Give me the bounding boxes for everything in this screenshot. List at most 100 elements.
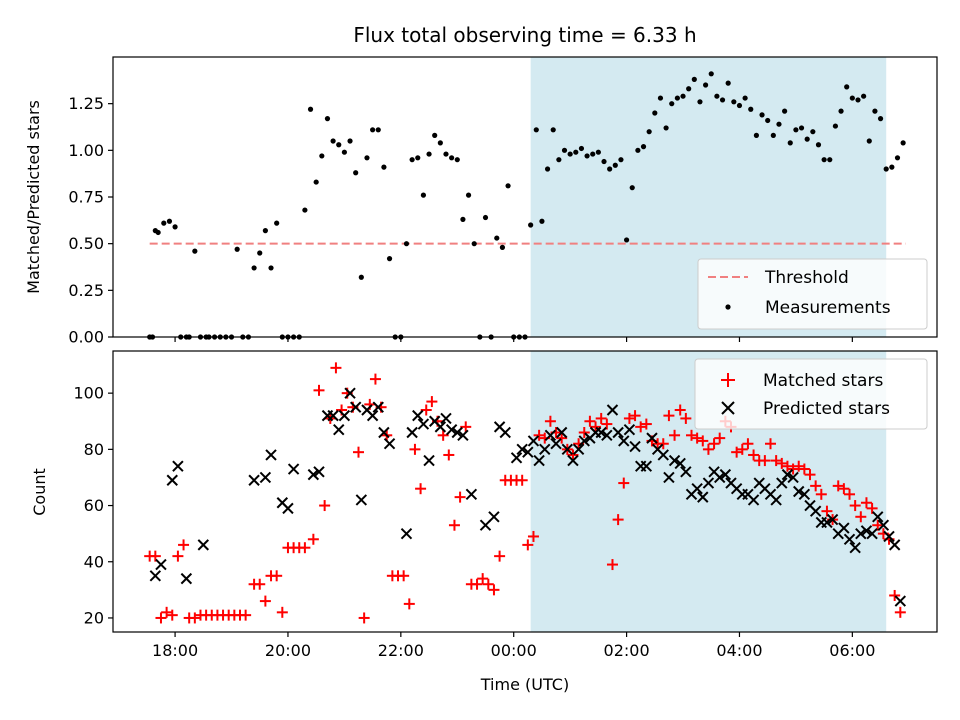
measurement-point [708, 71, 714, 77]
measurement-point [595, 149, 601, 155]
predicted-star-point [355, 494, 368, 506]
measurement-point [866, 138, 872, 144]
matched-star-point [860, 497, 872, 509]
matched-star-point [527, 530, 539, 542]
matched-star-point [319, 500, 331, 512]
predicted-star-point [412, 409, 424, 422]
matched-star-point [663, 410, 675, 422]
measurement-point [403, 241, 410, 247]
matched-star-point [731, 446, 743, 458]
matched-star-point [443, 449, 455, 461]
matched-star-point [623, 412, 635, 424]
matched-star-point [189, 612, 201, 624]
matched-star-point [629, 410, 641, 422]
predicted-star-point [149, 570, 162, 582]
predicted-star-point [826, 513, 839, 526]
measurement-point [482, 214, 489, 221]
predicted-star-point [793, 485, 805, 498]
count-y-tick-label: 100 [73, 384, 104, 403]
matched-star-point [601, 418, 613, 430]
matched-star-point [403, 598, 415, 610]
measurement-point [889, 164, 895, 170]
predicted-star-point [378, 426, 390, 439]
legend-measurements-label: Measurements [765, 298, 891, 318]
measurement-point [437, 140, 443, 146]
predicted-star-point [849, 541, 861, 554]
measurement-point [838, 108, 844, 114]
count-panel-frame [112, 350, 938, 633]
matched-star-point [781, 460, 793, 472]
predicted-star-point [488, 511, 500, 523]
measurement-point [832, 123, 839, 129]
matched-star-point [254, 578, 266, 590]
measurement-point [736, 102, 743, 109]
legend-measurements-swatch [725, 304, 731, 310]
matched-star-point [516, 474, 528, 486]
measurement-point [731, 99, 737, 105]
measurement-point [381, 164, 387, 170]
matched-star-point [358, 612, 370, 624]
matched-star-point [426, 396, 438, 408]
predicted-star-point [313, 466, 325, 478]
measurement-point [319, 153, 325, 159]
predicted-star-point [197, 539, 210, 551]
predicted-star-point [612, 426, 624, 439]
predicted-star-point [821, 516, 833, 529]
predicted-star-point [809, 505, 822, 517]
matched-star-point [697, 435, 709, 447]
predicted-star-point [333, 423, 345, 436]
matched-star-point [155, 612, 167, 624]
matched-star-point [640, 418, 652, 430]
measurement-point [623, 237, 630, 243]
predicted-star-point [550, 438, 562, 450]
predicted-star-point [499, 426, 511, 439]
predicted-star-point [663, 471, 675, 484]
measurement-point [573, 149, 579, 155]
predicted-star-point [555, 426, 568, 439]
measurement-point [877, 116, 884, 122]
ratio-y-tick-label: 1.25 [68, 94, 104, 113]
matched-star-point [398, 570, 410, 582]
measurement-point [330, 138, 336, 144]
matched-star-point [759, 455, 771, 467]
matched-star-point [477, 573, 489, 585]
predicted-star-point [719, 468, 732, 481]
x-tick-label: 02:00 [604, 641, 650, 660]
predicted-star-point [781, 468, 794, 481]
predicted-star-point [400, 527, 413, 540]
measurement-point [900, 140, 906, 146]
matched-star-point [635, 421, 647, 433]
matched-star-point [776, 457, 788, 469]
measurement-point [821, 157, 827, 163]
matched-star-point [276, 606, 288, 618]
measurement-point [855, 97, 861, 103]
matched-star-point [804, 469, 816, 481]
measurement-point [353, 170, 359, 176]
matched-star-point [708, 438, 720, 450]
measurement-point [556, 157, 562, 163]
matched-star-point [872, 519, 884, 531]
predicted-star-point [366, 409, 379, 422]
predicted-star-point [522, 446, 534, 458]
matched-star-point [584, 415, 596, 427]
measurement-point [703, 82, 709, 88]
measurement-point [155, 229, 161, 236]
matched-star-point [271, 570, 283, 582]
measurement-point [341, 149, 347, 155]
measurement-point [409, 157, 415, 163]
measurement-point [872, 108, 878, 114]
matched-star-point [522, 539, 534, 551]
predicted-star-point [866, 527, 878, 540]
predicted-star-point [668, 454, 681, 467]
measurement-point [759, 112, 765, 118]
matched-star-point [437, 429, 449, 441]
predicted-star-point [406, 426, 418, 439]
ratio-panel-legend: Threshold Measurements [697, 258, 928, 330]
measurement-point [364, 155, 370, 161]
matched-star-point [685, 429, 697, 441]
ratio-y-tick-label: 0.50 [68, 234, 104, 253]
predicted-star-point [510, 452, 523, 464]
predicted-star-point [567, 454, 579, 467]
legend-threshold-label: Threshold [764, 268, 849, 288]
measurement-point [533, 127, 539, 133]
